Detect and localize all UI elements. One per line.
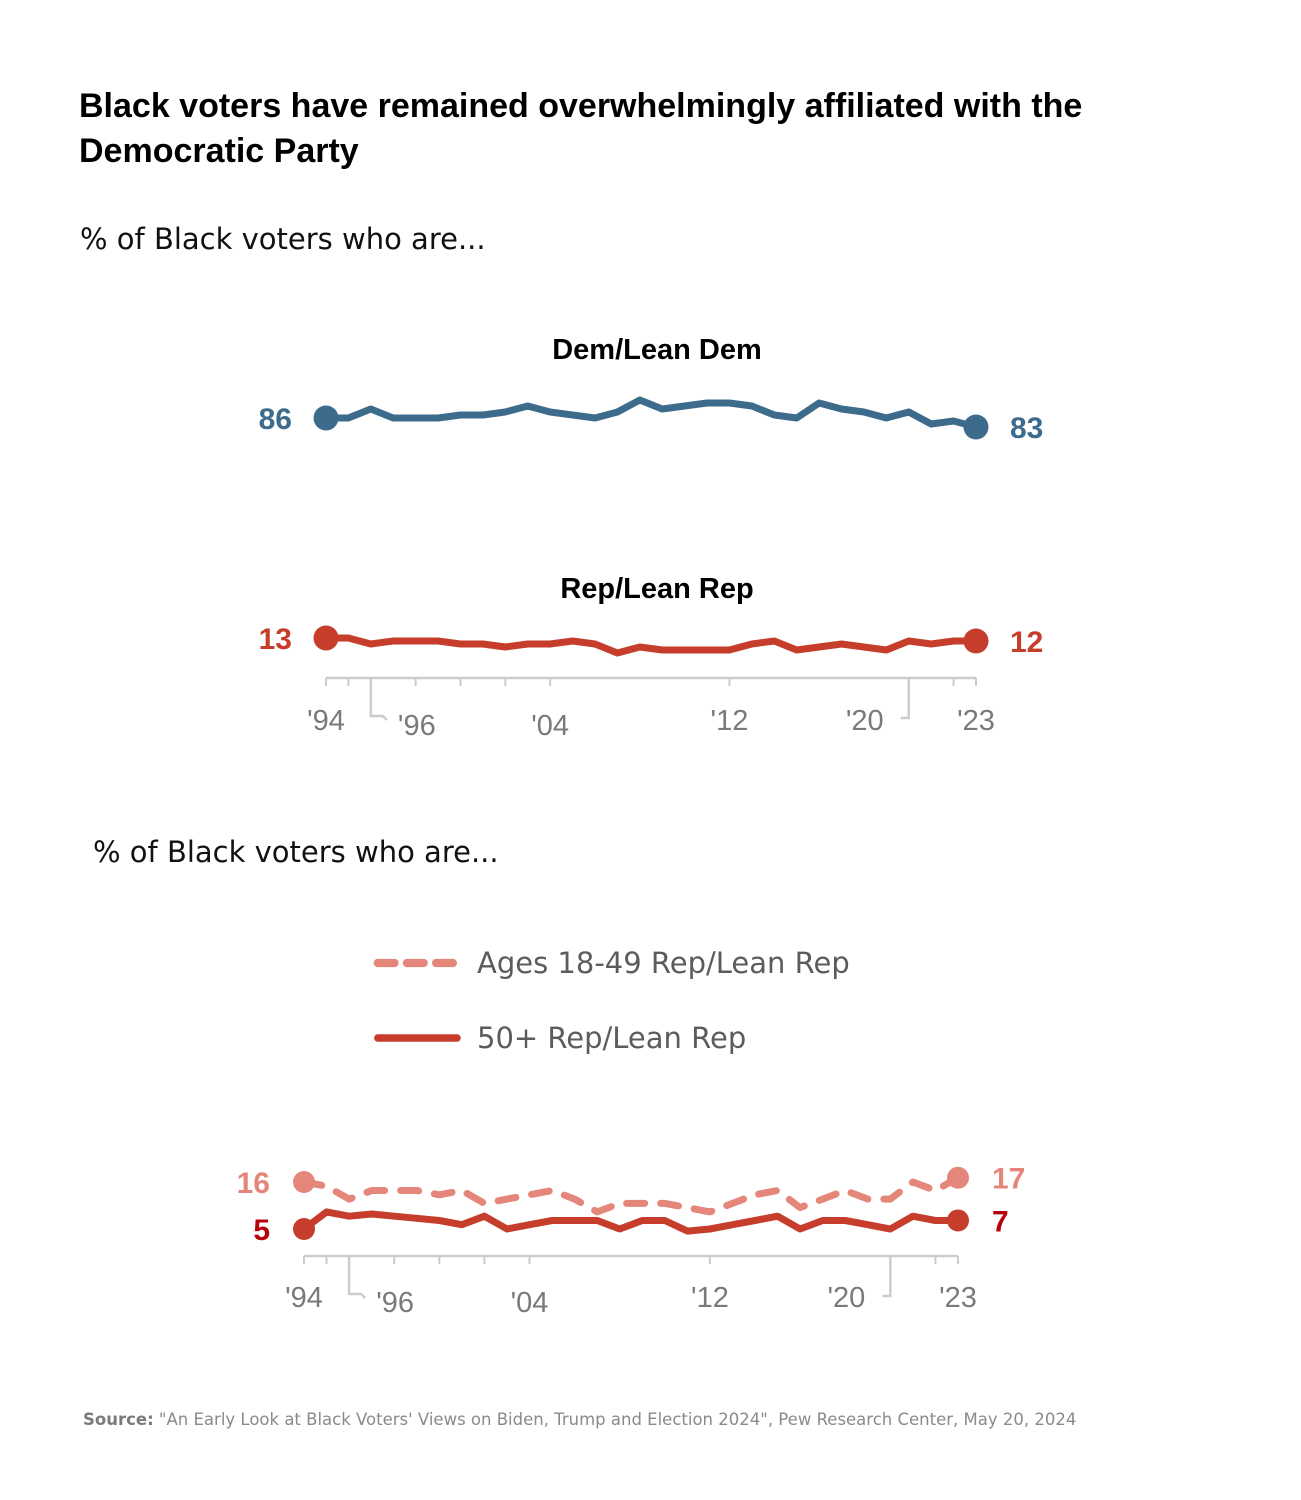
series-line-rep-lean-rep bbox=[322, 634, 980, 657]
x-tick-label-1994: '94 bbox=[285, 1282, 323, 1314]
chart-title: Black voters have remained overwhelmingl… bbox=[79, 87, 1083, 170]
x-axis-bracket-96 bbox=[369, 678, 388, 721]
start-label-50-rep-lean-rep: 5 bbox=[253, 1214, 270, 1247]
chart-party-affiliation: Dem/Lean Dem Rep/Lean Rep '94 '96 '04 '12 '2… bbox=[259, 334, 1044, 742]
x-tick-label-1996: '96 bbox=[398, 710, 436, 742]
end-marker-ages-18-49-rep-lean-rep bbox=[947, 1166, 969, 1189]
start-label-dem-lean-dem: 86 bbox=[259, 403, 292, 436]
x-tick-label-1994: '94 bbox=[307, 705, 345, 737]
series-line-50-rep-lean-rep bbox=[300, 1208, 962, 1235]
x-tick-label-2023: '23 bbox=[939, 1282, 977, 1314]
x-tick-label-2020: '20 bbox=[827, 1282, 865, 1314]
end-marker-rep-lean-rep bbox=[963, 628, 989, 654]
x-tick-label-2020: '20 bbox=[846, 705, 884, 737]
legend-label-ages-18-49: Ages 18-49 Rep/Lean Rep bbox=[477, 945, 850, 980]
end-label-dem-lean-dem: 83 bbox=[1010, 412, 1043, 445]
source-text: "An Early Look at Black Voters' Views on… bbox=[153, 1410, 1077, 1429]
start-marker-ages-18-49-rep-lean-rep bbox=[293, 1171, 315, 1193]
legend-label-50-plus: 50+ Rep/Lean Rep bbox=[477, 1020, 747, 1055]
x-tick-label-2004: '04 bbox=[511, 1287, 549, 1319]
chart-subtitle-2: % of Black voters who are... bbox=[93, 835, 499, 869]
x-tick-label-2012: '12 bbox=[691, 1282, 729, 1314]
legend: Ages 18-49 Rep/Lean Rep 50+ Rep/Lean Rep bbox=[365, 925, 850, 1075]
start-marker-dem-lean-dem bbox=[313, 405, 339, 431]
legend-swatch-solid bbox=[374, 1033, 461, 1042]
x-axis-bracket-20 bbox=[900, 678, 911, 720]
x-tick-label-2004: '04 bbox=[531, 710, 569, 742]
end-marker-dem-lean-dem bbox=[963, 414, 989, 440]
x-axis-bracket-20 bbox=[882, 1256, 892, 1298]
source-note: Source: "An Early Look at Black Voters' … bbox=[83, 1410, 1076, 1429]
start-label-rep-lean-rep: 13 bbox=[259, 623, 292, 656]
series-title-rep: Rep/Lean Rep bbox=[560, 573, 753, 605]
end-label-rep-lean-rep: 12 bbox=[1010, 626, 1043, 659]
series-line-dem-lean-dem bbox=[322, 396, 980, 431]
x-tick-label-1996: '96 bbox=[376, 1287, 414, 1319]
legend-item-ages-18-49: Ages 18-49 Rep/Lean Rep bbox=[365, 925, 850, 1000]
end-label-50-rep-lean-rep: 7 bbox=[992, 1205, 1009, 1238]
series-line-ages-18-49-rep-lean-rep bbox=[300, 1174, 962, 1216]
end-marker-50-rep-lean-rep bbox=[947, 1209, 969, 1232]
x-axis-bracket-96 bbox=[347, 1256, 366, 1299]
legend-item-50-plus: 50+ Rep/Lean Rep bbox=[365, 1000, 850, 1075]
start-marker-rep-lean-rep bbox=[313, 625, 339, 651]
start-marker-50-rep-lean-rep bbox=[293, 1218, 315, 1240]
source-label: Source: bbox=[83, 1410, 154, 1429]
x-tick-label-2023: '23 bbox=[957, 705, 995, 737]
end-label-ages-18-49-rep-lean-rep: 17 bbox=[992, 1163, 1025, 1196]
start-label-ages-18-49-rep-lean-rep: 16 bbox=[237, 1167, 270, 1200]
legend-swatch-dashed bbox=[373, 958, 460, 967]
x-tick-label-2012: '12 bbox=[711, 705, 749, 737]
chart-subtitle-1: % of Black voters who are... bbox=[80, 222, 486, 256]
series-title-dem: Dem/Lean Dem bbox=[552, 334, 762, 366]
